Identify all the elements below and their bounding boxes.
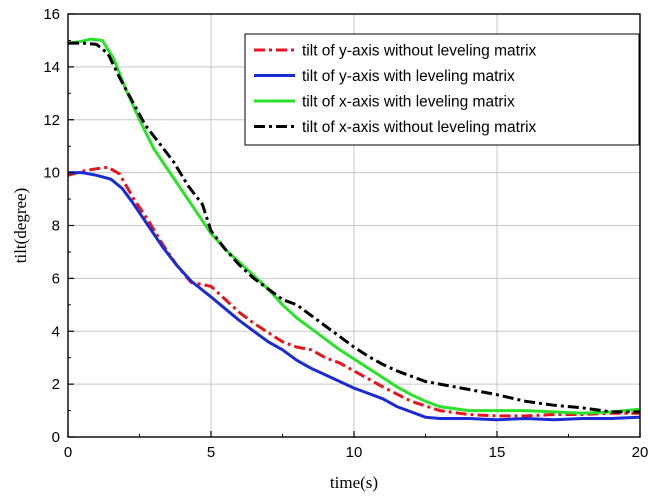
legend-label: tilt of y-axis with leveling matrix — [302, 68, 515, 85]
legend: tilt of y-axis without leveling matrix ti… — [244, 33, 640, 146]
x-tick-label: 5 — [207, 444, 215, 461]
series-line-3 — [67, 37, 641, 415]
x-axis-title: time(s) — [330, 473, 378, 492]
legend-label: tilt of x-axis without leveling matrix — [302, 119, 537, 136]
y-tick-label: 14 — [43, 59, 60, 76]
y-tick-label: 4 — [52, 323, 60, 340]
y-tick-label: 8 — [52, 218, 60, 235]
legend-box — [244, 33, 640, 146]
series-lines — [67, 37, 641, 422]
y-tick-label: 16 — [43, 6, 60, 23]
legend-label: tilt of y-axis without leveling matrix — [302, 43, 537, 60]
y-tick-label: 10 — [43, 165, 60, 182]
axis-ticks: 0 5 10 15 20 0 2 4 6 8 10 12 14 16 — [43, 6, 648, 461]
x-tick-label: 15 — [489, 444, 506, 461]
x-tick-label: 10 — [346, 444, 363, 461]
x-tick-label: 20 — [632, 444, 648, 461]
y-tick-label: 12 — [43, 112, 60, 129]
y-tick-label: 0 — [52, 429, 60, 446]
y-axis-title: tilt(degree) — [11, 188, 30, 264]
y-tick-label: 6 — [52, 270, 60, 287]
y-tick-label: 2 — [52, 376, 60, 393]
series-line-2 — [68, 171, 641, 422]
series-line-1 — [67, 165, 640, 418]
legend-label: tilt of x-axis with leveling matrix — [302, 94, 515, 111]
x-tick-label: 0 — [64, 444, 72, 461]
series-line-4 — [68, 41, 640, 414]
